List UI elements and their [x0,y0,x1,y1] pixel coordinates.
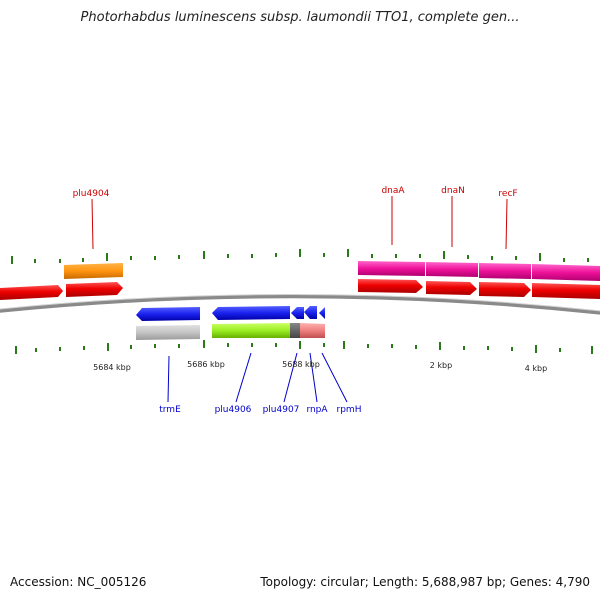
gene-label-plu4904[interactable]: plu4904 [73,189,110,199]
gene-arrow[interactable] [304,306,317,319]
gene-arrow[interactable] [319,307,325,319]
gene-label-plu4906[interactable]: plu4906 [215,405,252,415]
forward-outer-genes [64,261,600,281]
gene-label-recF[interactable]: recF [498,189,517,199]
gene-arrow[interactable] [532,283,600,299]
gene-block[interactable] [532,264,600,281]
gene-block[interactable] [426,262,478,277]
gene-arrow[interactable] [291,307,304,319]
gene-label-trmE[interactable]: trmE [159,405,181,415]
gene-block-plu4904[interactable] [64,263,123,279]
forward-label-leaders [91,196,508,250]
gene-arrow[interactable] [66,282,123,297]
gene-label-dnaA[interactable]: dnaA [381,186,405,196]
gene-label-dnaN[interactable]: dnaN [441,186,465,196]
gene-block[interactable] [358,261,425,276]
scale-label: 2 kbp [430,361,452,370]
inner-tick-marks [15,340,593,354]
genome-backbone [0,294,600,315]
gene-block[interactable] [290,323,300,338]
forward-gene-labels: plu4904 dnaA dnaN recF [73,186,518,199]
scale-labels: 5684 kbp 5686 kbp 5688 kbp 2 kbp 4 kbp [93,360,547,373]
gene-block[interactable] [479,263,531,279]
genome-backbone-highlight [0,293,600,312]
scale-label: 5686 kbp [187,360,225,369]
reverse-gene-labels: trmE plu4906 plu4907 rnpA rpmH [159,405,361,415]
gene-arrow[interactable] [426,281,477,295]
gene-arrow[interactable] [479,282,531,297]
reverse-strand-genes [136,306,325,321]
gene-block[interactable] [136,325,200,340]
gene-arrow-plu4906[interactable] [212,306,290,320]
gene-label-rnpA[interactable]: rnpA [306,405,328,415]
gene-arrow[interactable] [358,279,423,293]
scale-label: 5684 kbp [93,363,131,372]
gene-arrow[interactable] [0,285,63,300]
accession-text: Accession: NC_005126 [10,575,147,589]
gene-label-plu4907[interactable]: plu4907 [263,405,300,415]
genome-stats-text: Topology: circular; Length: 5,688,987 bp… [260,575,590,589]
gene-block[interactable] [212,323,290,338]
scale-label: 4 kbp [525,364,547,373]
gene-block[interactable] [300,323,325,338]
gene-arrow-trmE[interactable] [136,307,200,321]
map-title: Photorhabdus luminescens subsp. laumondi… [80,10,520,25]
reverse-label-leaders [167,352,348,403]
reverse-inner-genes [136,323,325,340]
outer-tick-marks [11,249,589,264]
gene-label-rpmH[interactable]: rpmH [337,405,362,415]
scale-label: 5688 kbp [282,360,320,369]
forward-strand-genes [0,279,600,300]
